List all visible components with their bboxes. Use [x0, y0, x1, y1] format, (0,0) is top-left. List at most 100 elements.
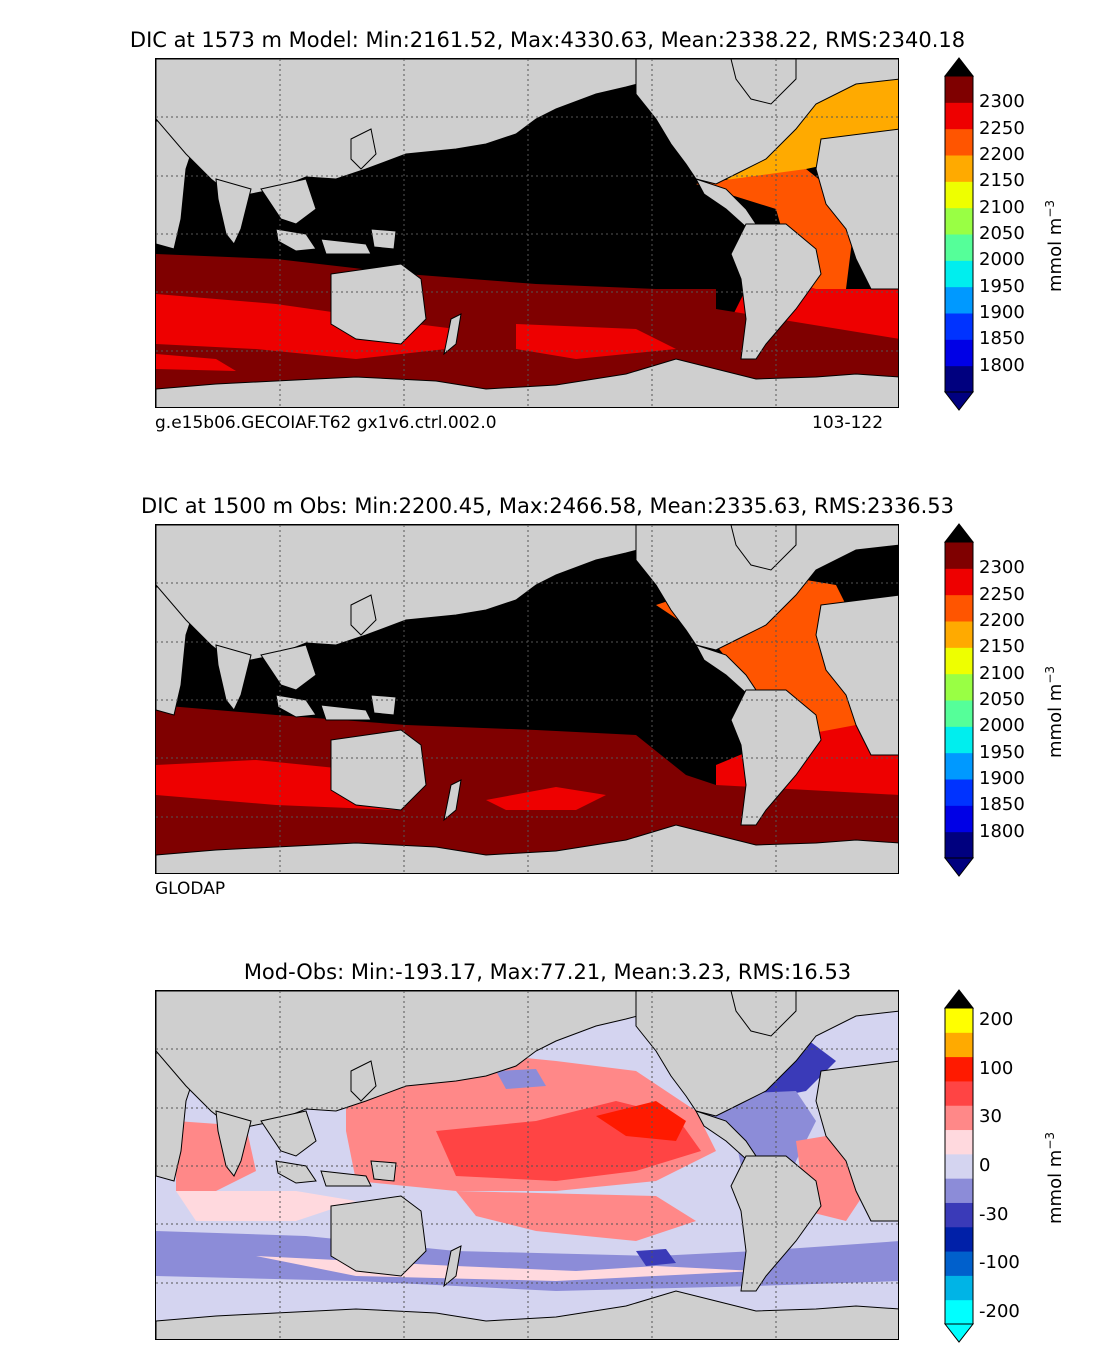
colorbar-under-arrow: [943, 391, 975, 411]
case-name: g.e15b06.GECOIAF.T62 gx1v6.ctrl.002.0: [155, 413, 497, 433]
colorbar-tick-label: -100: [979, 1252, 1020, 1274]
colorbar-tick-label: 2050: [979, 689, 1025, 710]
colorbar-band: [945, 1275, 973, 1301]
colorbar-tick-label: 2200: [979, 610, 1025, 631]
colorbar-over-arrow: [943, 989, 975, 1009]
colorbar-tick-label: 30: [979, 1106, 1002, 1128]
colorbar-band: [945, 1129, 973, 1155]
colorbar-band: [945, 365, 973, 393]
field-indian-2: [176, 1191, 356, 1221]
colorbar-tick-label: 2200: [979, 144, 1025, 165]
map-diff: [155, 990, 899, 1340]
field-s-indian: [156, 294, 456, 359]
colorbar-tick-label: 2300: [979, 91, 1025, 113]
colorbar-band: [945, 1251, 973, 1276]
colorbar-tick-label: -30: [979, 1203, 1009, 1225]
colorbar-tick-label: 0: [979, 1155, 991, 1176]
colorbar-diff: -200 -100 -30 0 30 100 200 mmol m−3: [943, 989, 1066, 1343]
panel-title: DIC at 1500 m Obs: Min:2200.45, Max:2466…: [141, 494, 954, 518]
field-s-indian-3: [156, 354, 236, 371]
colorbar-tick-label: 2250: [979, 583, 1025, 605]
colorbar-band: [945, 1105, 973, 1131]
colorbar-tick-label: 1950: [979, 275, 1025, 297]
colorbar-band: [945, 128, 973, 156]
colorbar-band: [945, 155, 973, 182]
colorbar-band: [945, 779, 973, 806]
colorbar-band: [945, 673, 973, 701]
field-s-pacific: [456, 1191, 696, 1241]
colorbar-band: [945, 76, 973, 103]
colorbar-over-arrow: [943, 523, 975, 543]
panel-model: DIC at 1573 m Model: Min:2161.52, Max:43…: [0, 0, 1095, 460]
colorbar-band: [945, 621, 973, 648]
colorbar-tick-label: 2050: [979, 223, 1025, 244]
colorbar-band: [945, 831, 973, 859]
colorbar-tick-label: 2000: [979, 715, 1025, 737]
colorbar-model: 1800 1850 1900 1950 2000 2050 2100 2150 2200 2250…: [943, 57, 1066, 411]
map-obs: [155, 524, 899, 874]
colorbar-band: [945, 181, 973, 209]
colorbar-band: [945, 805, 973, 833]
colorbar-under-arrow: [943, 1323, 975, 1343]
colorbar-band: [945, 752, 973, 780]
map-model: [155, 58, 899, 408]
colorbar-svg: [943, 989, 975, 1343]
colorbar-obs: 1800 1850 1900 1950 2000 2050 2100 2150 2200 2250…: [943, 523, 1066, 877]
colorbar-band: [945, 207, 973, 235]
field-s-pacific: [486, 787, 606, 810]
colorbar-tick-label: 1850: [979, 794, 1025, 816]
colorbar-tick-label: 1900: [979, 768, 1025, 789]
panel-title: DIC at 1573 m Model: Min:2161.52, Max:43…: [129, 28, 966, 52]
panel-title: Mod-Obs: Min:-193.17, Max:77.21, Mean:3.…: [243, 960, 852, 984]
colorbar-svg: [943, 57, 975, 411]
year-range: 103-122: [812, 413, 884, 433]
colorbar-band: [945, 1056, 973, 1082]
colorbar-tick-label: 2150: [979, 170, 1025, 192]
colorbar-tick-label: 100: [979, 1057, 1014, 1079]
colorbar-tick-label: -200: [979, 1300, 1020, 1322]
panel-diff: Mod-Obs: Min:-193.17, Max:77.21, Mean:3.…: [0, 932, 1095, 1372]
colorbar-band: [945, 1178, 973, 1203]
panel-obs: DIC at 1500 m Obs: Min:2200.45, Max:2466…: [0, 466, 1095, 926]
colorbar-band: [945, 1032, 973, 1058]
colorbar-tick-label: 1800: [979, 354, 1025, 376]
colorbar-band: [945, 1008, 973, 1033]
colorbar-band: [945, 647, 973, 675]
colorbar-band: [945, 1202, 973, 1228]
obs-source: GLODAP: [155, 879, 226, 899]
colorbar-tick-label: 2300: [979, 557, 1025, 579]
field-southern-low-2: [636, 1249, 676, 1266]
colorbar-band: [945, 102, 973, 130]
colorbar-tick-label: 200: [979, 1009, 1014, 1031]
colorbar-band: [945, 234, 973, 261]
field-n-pacific-low: [496, 1069, 546, 1089]
field-e-pacific-max: [596, 1101, 686, 1141]
colorbar-band: [945, 286, 973, 314]
colorbar-band: [945, 339, 973, 367]
colorbar-band: [945, 1080, 973, 1106]
colorbar-tick-label: 2250: [979, 117, 1025, 139]
colorbar-unit-label: mmol m−3: [1043, 199, 1066, 292]
colorbar-unit-label: mmol m−3: [1043, 665, 1066, 758]
colorbar-under-arrow: [943, 857, 975, 877]
colorbar-band: [945, 260, 973, 288]
colorbar-band: [945, 594, 973, 622]
colorbar-tick-label: 1900: [979, 302, 1025, 323]
field-s-indian-2: [516, 324, 676, 359]
colorbar-band: [945, 700, 973, 727]
colorbar-band: [945, 726, 973, 754]
colorbar-band: [945, 1153, 973, 1179]
colorbar-tick-label: 1800: [979, 820, 1025, 842]
colorbar-tick-label: 1850: [979, 328, 1025, 350]
colorbar-band: [945, 313, 973, 340]
colorbar-over-arrow: [943, 57, 975, 77]
colorbar-tick-label: 2150: [979, 636, 1025, 658]
colorbar-band: [945, 1226, 973, 1252]
colorbar-band: [945, 568, 973, 596]
colorbar-unit-label: mmol m−3: [1043, 1131, 1066, 1224]
colorbar-svg: [943, 523, 975, 877]
colorbar-tick-label: 2100: [979, 196, 1025, 218]
colorbar-band: [945, 542, 973, 569]
colorbar-tick-label: 1950: [979, 741, 1025, 763]
colorbar-tick-label: 2100: [979, 662, 1025, 684]
